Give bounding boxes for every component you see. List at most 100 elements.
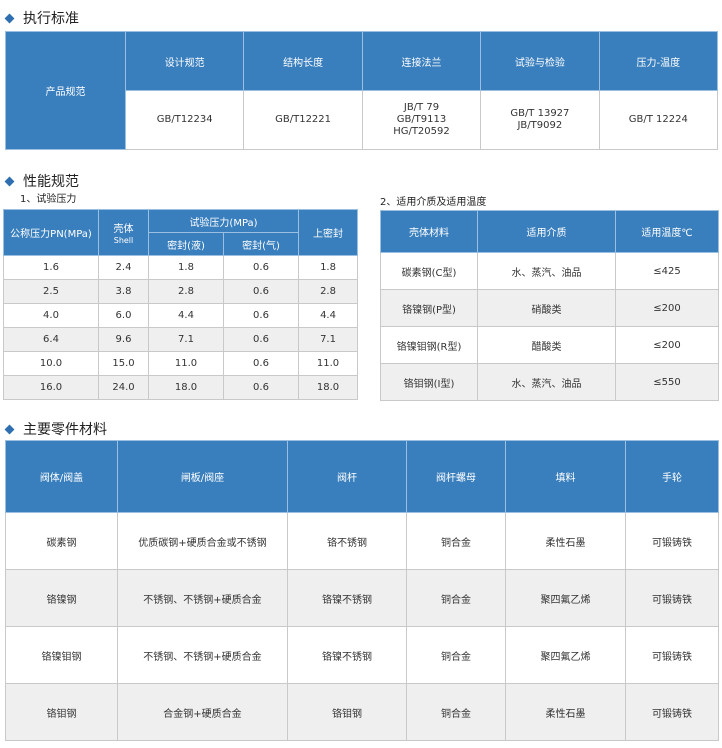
media-cell: 醋酸类 [477,326,616,364]
parts-cell: 铬镍钼钢 [5,626,118,684]
pressure-cell: 18.0 [298,375,359,400]
media-cell: 铬镍钢(P型) [380,289,478,327]
media-header: 适用介质 [477,210,616,253]
parts-cell: 可锻铸铁 [625,569,719,627]
parts-cell: 柔性石墨 [505,683,626,741]
pressure-cell: 11.0 [298,351,359,376]
pressure-subtitle: 1、试验压力 [20,194,77,205]
media-cell: 水、蒸汽、油品 [477,363,616,401]
media-cell: ≤200 [615,289,719,327]
parts-cell: 铬钼钢 [5,683,118,741]
table-row: 4.0 6.0 4.4 0.6 4.4 [3,303,359,328]
pressure-cell: 4.4 [148,303,224,328]
table-row: 铬钼钢 合金钢+硬质合金 铬钼钢 铜合金 柔性石墨 可锻铸铁 [5,683,719,741]
table-row: 铬镍钢(P型) 硝酸类 ≤200 [380,289,719,327]
table-row: 铬镍钼钢 不锈钢、不锈钢+硬质合金 铬镍不锈钢 铜合金 聚四氟乙烯 可锻铸铁 [5,626,719,684]
media-cell: ≤550 [615,363,719,401]
standards-header: 试验与检验 [480,31,600,91]
header-test: 试验压力(MPa) [147,209,300,233]
parts-cell: 可锻铸铁 [625,683,719,741]
table-row: 16.0 24.0 18.0 0.6 18.0 [3,375,359,400]
pressure-cell: 10.0 [3,351,99,376]
section-materials: 主要零件材料 [4,419,107,439]
diamond-bullet-icon [4,13,15,23]
media-header: 适用温度℃ [615,210,719,253]
parts-header: 阀杆螺母 [406,440,506,513]
standards-row-label: 产品规范 [5,31,126,150]
diamond-bullet-icon [4,176,15,186]
parts-cell: 铬钼钢 [287,683,407,741]
parts-cell: 柔性石墨 [505,512,626,570]
pressure-cell: 2.5 [3,279,99,304]
standards-table: 产品规范 设计规范 结构长度 连接法兰 试验与检验 压力-温度 GB/T12234 GB/T1… [5,31,719,150]
section-standards: 执行标准 [4,8,79,28]
standards-header: 结构长度 [243,31,363,91]
parts-cell: 铬不锈钢 [287,512,407,570]
media-cell: ≤200 [615,326,719,364]
table-row: 1.6 2.4 1.8 0.6 1.8 [3,255,359,280]
pressure-cell: 15.0 [98,351,149,376]
pressure-cell: 4.4 [298,303,359,328]
pressure-cell: 0.6 [222,327,300,352]
standards-value: GB/T 13927 JB/T9092 [480,90,600,150]
parts-cell: 铬镍钢 [5,569,118,627]
table-row: 6.4 9.6 7.1 0.6 7.1 [3,327,359,352]
media-table: 壳体材料 适用介质 适用温度℃ 碳素钢(C型) 水、蒸汽、油品 ≤425 铬镍钢(P型) 硝酸… [380,210,719,401]
pressure-cell: 7.1 [298,327,359,352]
pressure-cell: 4.0 [3,303,99,328]
standards-header: 压力-温度 [598,31,719,91]
pressure-cell: 1.8 [148,255,224,280]
parts-cell: 铜合金 [406,626,506,684]
header-pn: 公称压力PN(MPa) [3,209,99,256]
standards-value: JB/T 79 GB/T9113 HG/T20592 [361,90,482,150]
section-performance: 性能规范 [4,171,79,191]
pressure-cell: 0.6 [222,351,300,376]
parts-header: 填料 [505,440,626,513]
pressure-cell: 16.0 [3,375,99,400]
parts-cell: 可锻铸铁 [625,512,719,570]
standards-value: GB/T12234 [124,90,245,150]
parts-header: 阀杆 [287,440,407,513]
header-gas: 密封(气) [222,232,300,256]
parts-cell: 聚四氟乙烯 [505,569,626,627]
pressure-cell: 0.6 [222,375,300,400]
parts-cell: 铬镍不锈钢 [287,569,407,627]
standards-header: 设计规范 [124,31,245,91]
parts-cell: 铜合金 [406,569,506,627]
table-row: 碳素钢(C型) 水、蒸汽、油品 ≤425 [380,252,719,290]
pressure-cell: 2.8 [298,279,359,304]
parts-cell: 优质碳钢+硬质合金或不锈钢 [117,512,288,570]
parts-cell: 合金钢+硬质合金 [117,683,288,741]
parts-header: 手轮 [625,440,719,513]
pressure-cell: 1.8 [298,255,359,280]
header-upper: 上密封 [298,209,359,256]
media-cell: 硝酸类 [477,289,616,327]
pressure-cell: 6.0 [98,303,149,328]
parts-cell: 可锻铸铁 [625,626,719,684]
media-cell: 碳素钢(C型) [380,252,478,290]
pressure-cell: 3.8 [98,279,149,304]
table-row: 2.5 3.8 2.8 0.6 2.8 [3,279,359,304]
table-row: 碳素钢 优质碳钢+硬质合金或不锈钢 铬不锈钢 铜合金 柔性石墨 可锻铸铁 [5,512,719,570]
pressure-cell: 0.6 [222,255,300,280]
table-row: 10.0 15.0 11.0 0.6 11.0 [3,351,359,376]
pressure-table: 公称压力PN(MPa) 壳体 Shell 试验压力(MPa) 上密封 密封(液) 密封(气… [3,209,359,400]
pressure-cell: 2.4 [98,255,149,280]
media-header: 壳体材料 [380,210,478,253]
header-shell: 壳体 Shell [98,209,149,256]
parts-cell: 不锈钢、不锈钢+硬质合金 [117,569,288,627]
pressure-cell: 2.8 [148,279,224,304]
parts-cell: 铜合金 [406,683,506,741]
pressure-cell: 24.0 [98,375,149,400]
pressure-cell: 9.6 [98,327,149,352]
pressure-cell: 7.1 [148,327,224,352]
parts-cell: 铬镍不锈钢 [287,626,407,684]
pressure-cell: 0.6 [222,303,300,328]
diamond-bullet-icon [4,424,15,434]
standards-value: GB/T 12224 [598,90,719,150]
media-subtitle: 2、适用介质及适用温度 [380,197,487,208]
standards-value: GB/T12221 [243,90,363,150]
parts-cell: 铜合金 [406,512,506,570]
parts-cell: 聚四氟乙烯 [505,626,626,684]
table-row: 铬镍钼钢(R型) 醋酸类 ≤200 [380,326,719,364]
